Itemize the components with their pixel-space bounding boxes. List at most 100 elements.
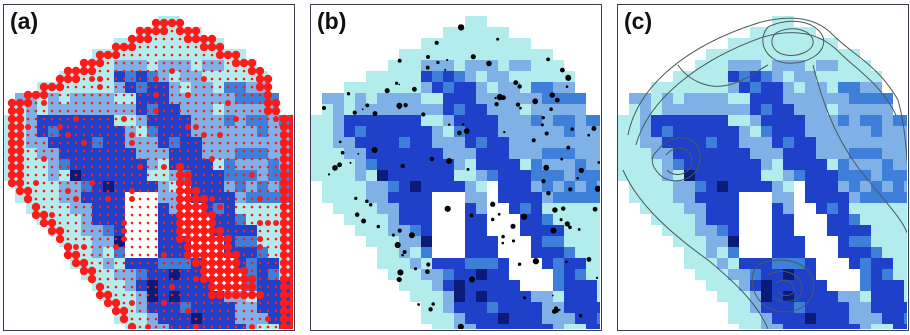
map-cell <box>81 159 92 170</box>
red-dot <box>162 109 166 113</box>
map-cell <box>410 236 421 247</box>
map-cell <box>388 269 399 280</box>
map-cell <box>695 104 706 115</box>
map-cell <box>268 291 279 302</box>
red-dot <box>15 130 25 140</box>
red-dot <box>7 98 17 108</box>
map-cell <box>816 82 827 93</box>
map-cell <box>476 49 487 60</box>
red-dot <box>138 269 142 273</box>
red-dot <box>209 156 215 162</box>
map-cell <box>114 291 125 302</box>
map-cell <box>706 82 717 93</box>
map-cell <box>235 324 246 329</box>
red-dot <box>98 213 102 217</box>
map-cell <box>684 225 695 236</box>
red-dot <box>226 205 230 209</box>
map-cell <box>860 93 871 104</box>
red-dot <box>279 274 289 284</box>
red-dot <box>250 165 254 169</box>
map-cell <box>476 269 487 280</box>
map-cell <box>728 291 739 302</box>
map-cell <box>311 126 322 137</box>
red-dot <box>50 181 54 185</box>
map-cell <box>717 214 728 225</box>
red-dot <box>258 157 262 161</box>
red-dot <box>90 109 94 113</box>
red-dot <box>266 125 270 129</box>
map-cell <box>476 71 487 82</box>
map-cell <box>355 115 366 126</box>
map-cell <box>520 137 531 148</box>
red-dot <box>138 253 142 257</box>
red-dot <box>274 229 278 233</box>
red-dot <box>7 114 17 124</box>
red-dot <box>287 210 293 220</box>
map-cell <box>871 71 882 82</box>
red-dot <box>162 45 166 49</box>
map-cell <box>739 148 750 159</box>
map-cell <box>454 49 465 60</box>
black-dot <box>494 102 499 107</box>
map-cell <box>783 104 794 115</box>
map-cell <box>136 291 147 302</box>
map-cell <box>202 38 213 49</box>
map-cell <box>629 93 640 104</box>
map-cell <box>421 181 432 192</box>
map-cell <box>717 181 728 192</box>
map-cell <box>410 137 421 148</box>
red-dot <box>111 50 121 60</box>
map-cell <box>662 203 673 214</box>
map-cell <box>772 236 783 247</box>
red-dot <box>215 250 225 260</box>
map-cell <box>794 126 805 137</box>
red-dot <box>130 53 134 57</box>
red-dot <box>242 325 246 329</box>
map-cell <box>673 181 684 192</box>
red-dot <box>279 186 289 196</box>
red-dot <box>121 228 127 234</box>
map-cell <box>871 170 882 181</box>
black-dot <box>402 250 407 254</box>
red-dot <box>279 202 289 212</box>
red-dot <box>274 141 278 145</box>
black-dot <box>554 97 560 103</box>
red-dot <box>122 53 126 57</box>
map-cell <box>662 104 673 115</box>
map-cell <box>421 203 432 214</box>
red-dot <box>146 213 150 217</box>
map-cell <box>618 170 629 181</box>
panel-a: (a) <box>3 4 295 331</box>
map-cell <box>48 181 59 192</box>
map-cell <box>180 60 191 71</box>
red-dot <box>186 285 190 289</box>
map-cell <box>169 137 180 148</box>
red-dot <box>274 285 278 289</box>
red-dot <box>250 85 254 89</box>
red-dot <box>130 261 134 265</box>
map-cell <box>695 214 706 225</box>
map-cell <box>520 71 531 82</box>
map-cell <box>158 236 169 247</box>
map-cell <box>816 115 827 126</box>
red-dot <box>122 293 126 297</box>
map-cell <box>597 159 600 170</box>
red-dot <box>138 125 142 129</box>
map-cell <box>355 137 366 148</box>
red-dot <box>58 133 62 137</box>
red-dot <box>58 149 62 153</box>
map-cell <box>224 104 235 115</box>
map-cell <box>816 313 827 324</box>
red-dot <box>175 170 185 180</box>
red-dot <box>138 109 142 113</box>
map-cell <box>553 192 564 203</box>
red-dot <box>186 53 190 57</box>
red-dot <box>122 197 126 201</box>
map-cell <box>893 137 904 148</box>
map-cell <box>191 115 202 126</box>
red-dot <box>194 309 198 313</box>
map-cell <box>169 313 180 324</box>
red-dot <box>274 261 278 265</box>
map-cell <box>180 148 191 159</box>
map-cell <box>651 126 662 137</box>
